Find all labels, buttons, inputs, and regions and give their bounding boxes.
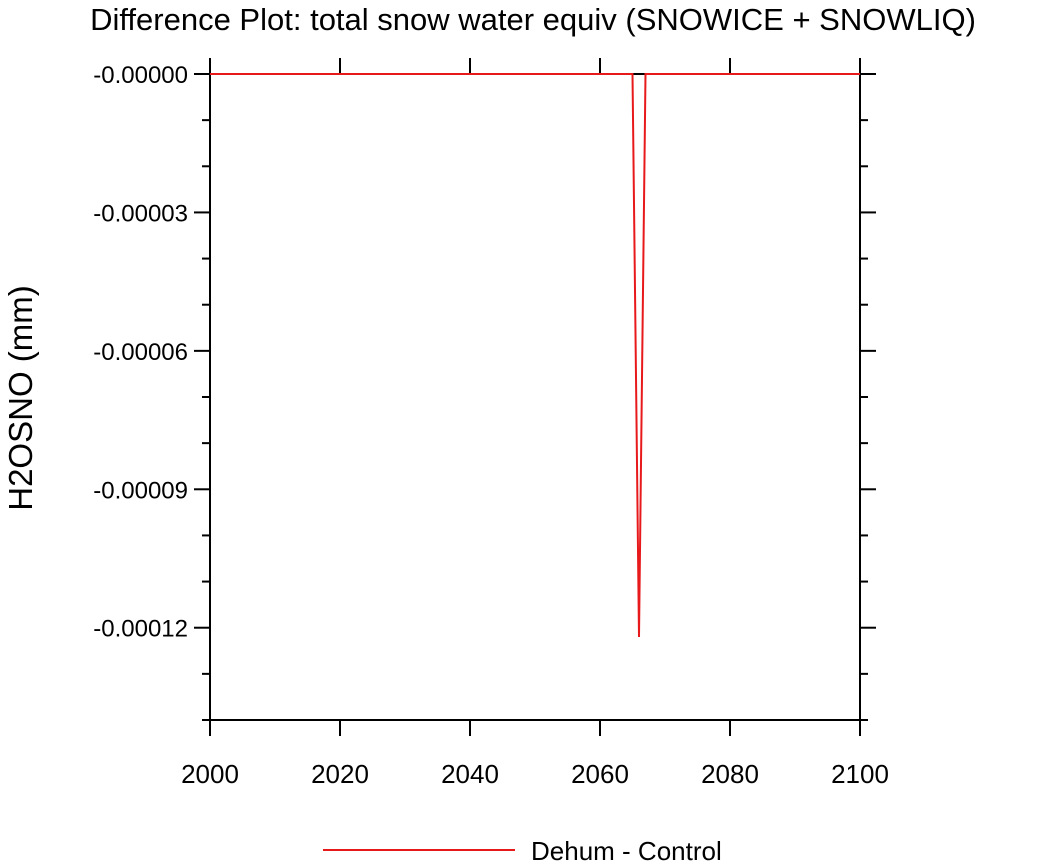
y-tick-label: -0.00000: [93, 62, 188, 89]
y-tick-label: -0.00006: [93, 339, 188, 366]
x-tick-label: 2020: [311, 759, 369, 789]
y-tick-label: -0.00009: [93, 477, 188, 504]
series-line-0: [210, 73, 860, 637]
legend-label: Dehum - Control: [531, 836, 722, 861]
plot-area: -0.00000 -0.00003 -0.00006 -0.00009 -0.00012…: [93, 58, 889, 789]
x-tick-label: 2100: [831, 759, 889, 789]
y-axis-label: H2OSNO (mm): [2, 285, 39, 511]
x-tick-label: 2040: [441, 759, 499, 789]
x-tick-label: 2000: [181, 759, 239, 789]
x-tick-label: 2080: [701, 759, 759, 789]
x-tick-label: 2060: [571, 759, 629, 789]
legend: Dehum - Control: [323, 836, 722, 866]
plot-frame: [209, 73, 861, 721]
y-tick-label: -0.00012: [93, 616, 188, 643]
chart-title: Difference Plot: total snow water equiv …: [90, 2, 976, 37]
y-tick-label: -0.00003: [93, 200, 188, 227]
